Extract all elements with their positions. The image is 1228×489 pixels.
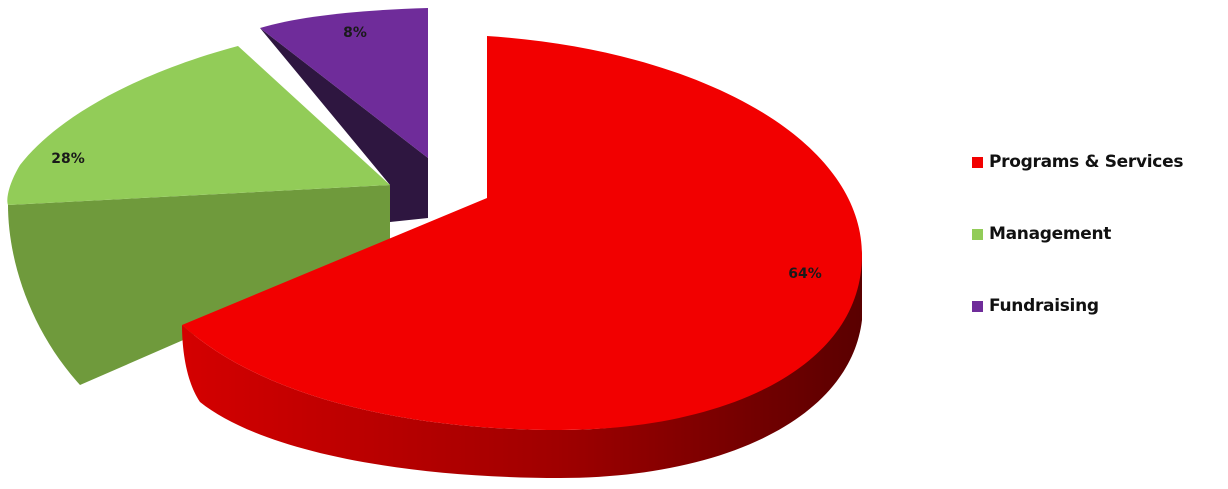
pie-slice-side-management — [8, 185, 390, 385]
pie-slice-programs-services[interactable] — [182, 36, 862, 430]
legend-swatch-fundraising — [972, 300, 983, 312]
legend-item-fundraising[interactable]: Fundraising — [972, 294, 1222, 318]
pie-slice-side-programs-services — [182, 250, 862, 478]
legend-swatch-programs-services — [972, 156, 983, 168]
data-label-fundraising: 8% — [343, 25, 367, 41]
legend-label-programs-services: Programs & Services — [989, 152, 1184, 172]
data-label-programs-services: 64% — [788, 266, 822, 282]
legend-swatch-management — [972, 228, 983, 240]
pie-slice-side-fundraising — [260, 28, 428, 222]
pie-slice-fundraising[interactable] — [260, 8, 428, 158]
pie-slice-management[interactable] — [7, 46, 390, 205]
legend-item-programs-services[interactable]: Programs & Services — [972, 150, 1222, 174]
legend: Programs & Services Management Fundraisi… — [972, 150, 1222, 366]
data-label-management: 28% — [51, 151, 85, 167]
legend-label-management: Management — [989, 224, 1112, 244]
legend-item-management[interactable]: Management — [972, 222, 1222, 246]
legend-label-fundraising: Fundraising — [989, 296, 1099, 316]
